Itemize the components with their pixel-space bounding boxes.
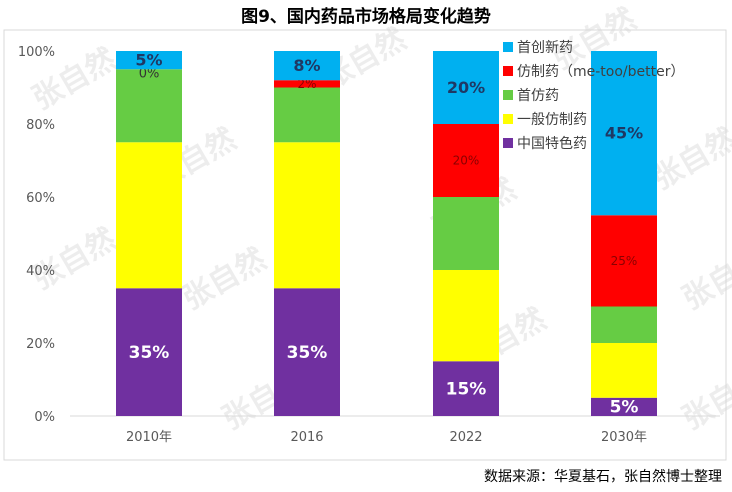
y-tick-label: 60% (26, 191, 55, 206)
y-tick-label: 100% (18, 45, 55, 60)
legend-swatch (503, 66, 513, 76)
bar-segment (274, 288, 340, 416)
legend-label: 仿制药（me-too/better） (517, 64, 685, 80)
bar-segment (116, 51, 182, 70)
x-tick-label: 2010年 (126, 430, 172, 445)
data-label: 2% (297, 77, 316, 91)
data-label: 45% (605, 123, 643, 142)
data-label: 35% (129, 343, 170, 363)
bar-segment (274, 80, 340, 88)
bar-segment (274, 51, 340, 81)
chart-title: 图9、国内药品市场格局变化趋势 (241, 7, 491, 27)
bar-segment (591, 397, 657, 416)
bar-segment (433, 197, 499, 270)
legend-swatch (503, 90, 513, 100)
bar-segment (116, 142, 182, 289)
legend-label: 首仿药 (517, 88, 559, 104)
x-tick-label: 2030年 (601, 430, 647, 445)
watermark-text: 张自然 (677, 242, 732, 317)
data-label: 8% (293, 56, 320, 75)
bar-segment (591, 215, 657, 307)
data-label: 20% (447, 78, 485, 97)
source-note: 数据来源：华夏基石，张自然博士整理 (484, 469, 722, 485)
bar-segment (274, 142, 340, 289)
data-label: 5% (135, 50, 162, 69)
watermark-text: 张自然 (677, 362, 732, 437)
y-tick-label: 20% (26, 337, 55, 352)
bar-segment (116, 69, 182, 143)
data-label: 20% (453, 154, 480, 168)
chart-frame (3, 29, 727, 461)
x-tick-label: 2022 (449, 430, 482, 445)
bar-segment (116, 288, 182, 416)
data-label: 0% (139, 66, 160, 81)
bar-segment (274, 87, 340, 143)
legend-label: 一般仿制药 (517, 112, 587, 128)
bar-segment (433, 124, 499, 197)
bar-segment (433, 270, 499, 362)
bar-segment (433, 361, 499, 416)
bar-segment (433, 51, 499, 124)
data-label: 15% (446, 379, 487, 399)
bar-segment (591, 51, 657, 216)
y-tick-label: 0% (34, 410, 55, 425)
watermark-text: 张自然 (647, 122, 732, 197)
legend-swatch (503, 114, 513, 124)
legend-swatch (503, 42, 513, 52)
data-label: 35% (287, 343, 328, 363)
data-label: 5% (610, 398, 639, 418)
y-tick-label: 40% (26, 264, 55, 279)
data-label: 25% (611, 254, 638, 268)
bar-segment (591, 306, 657, 343)
legend-swatch (503, 138, 513, 148)
y-tick-label: 80% (26, 118, 55, 133)
bar-segment (591, 343, 657, 398)
watermark-text: 张自然 (177, 242, 272, 317)
watermark-text: 张自然 (27, 222, 122, 297)
x-tick-label: 2016 (290, 430, 323, 445)
legend-label: 中国特色药 (517, 135, 587, 152)
legend-label: 首创新药 (517, 40, 573, 56)
